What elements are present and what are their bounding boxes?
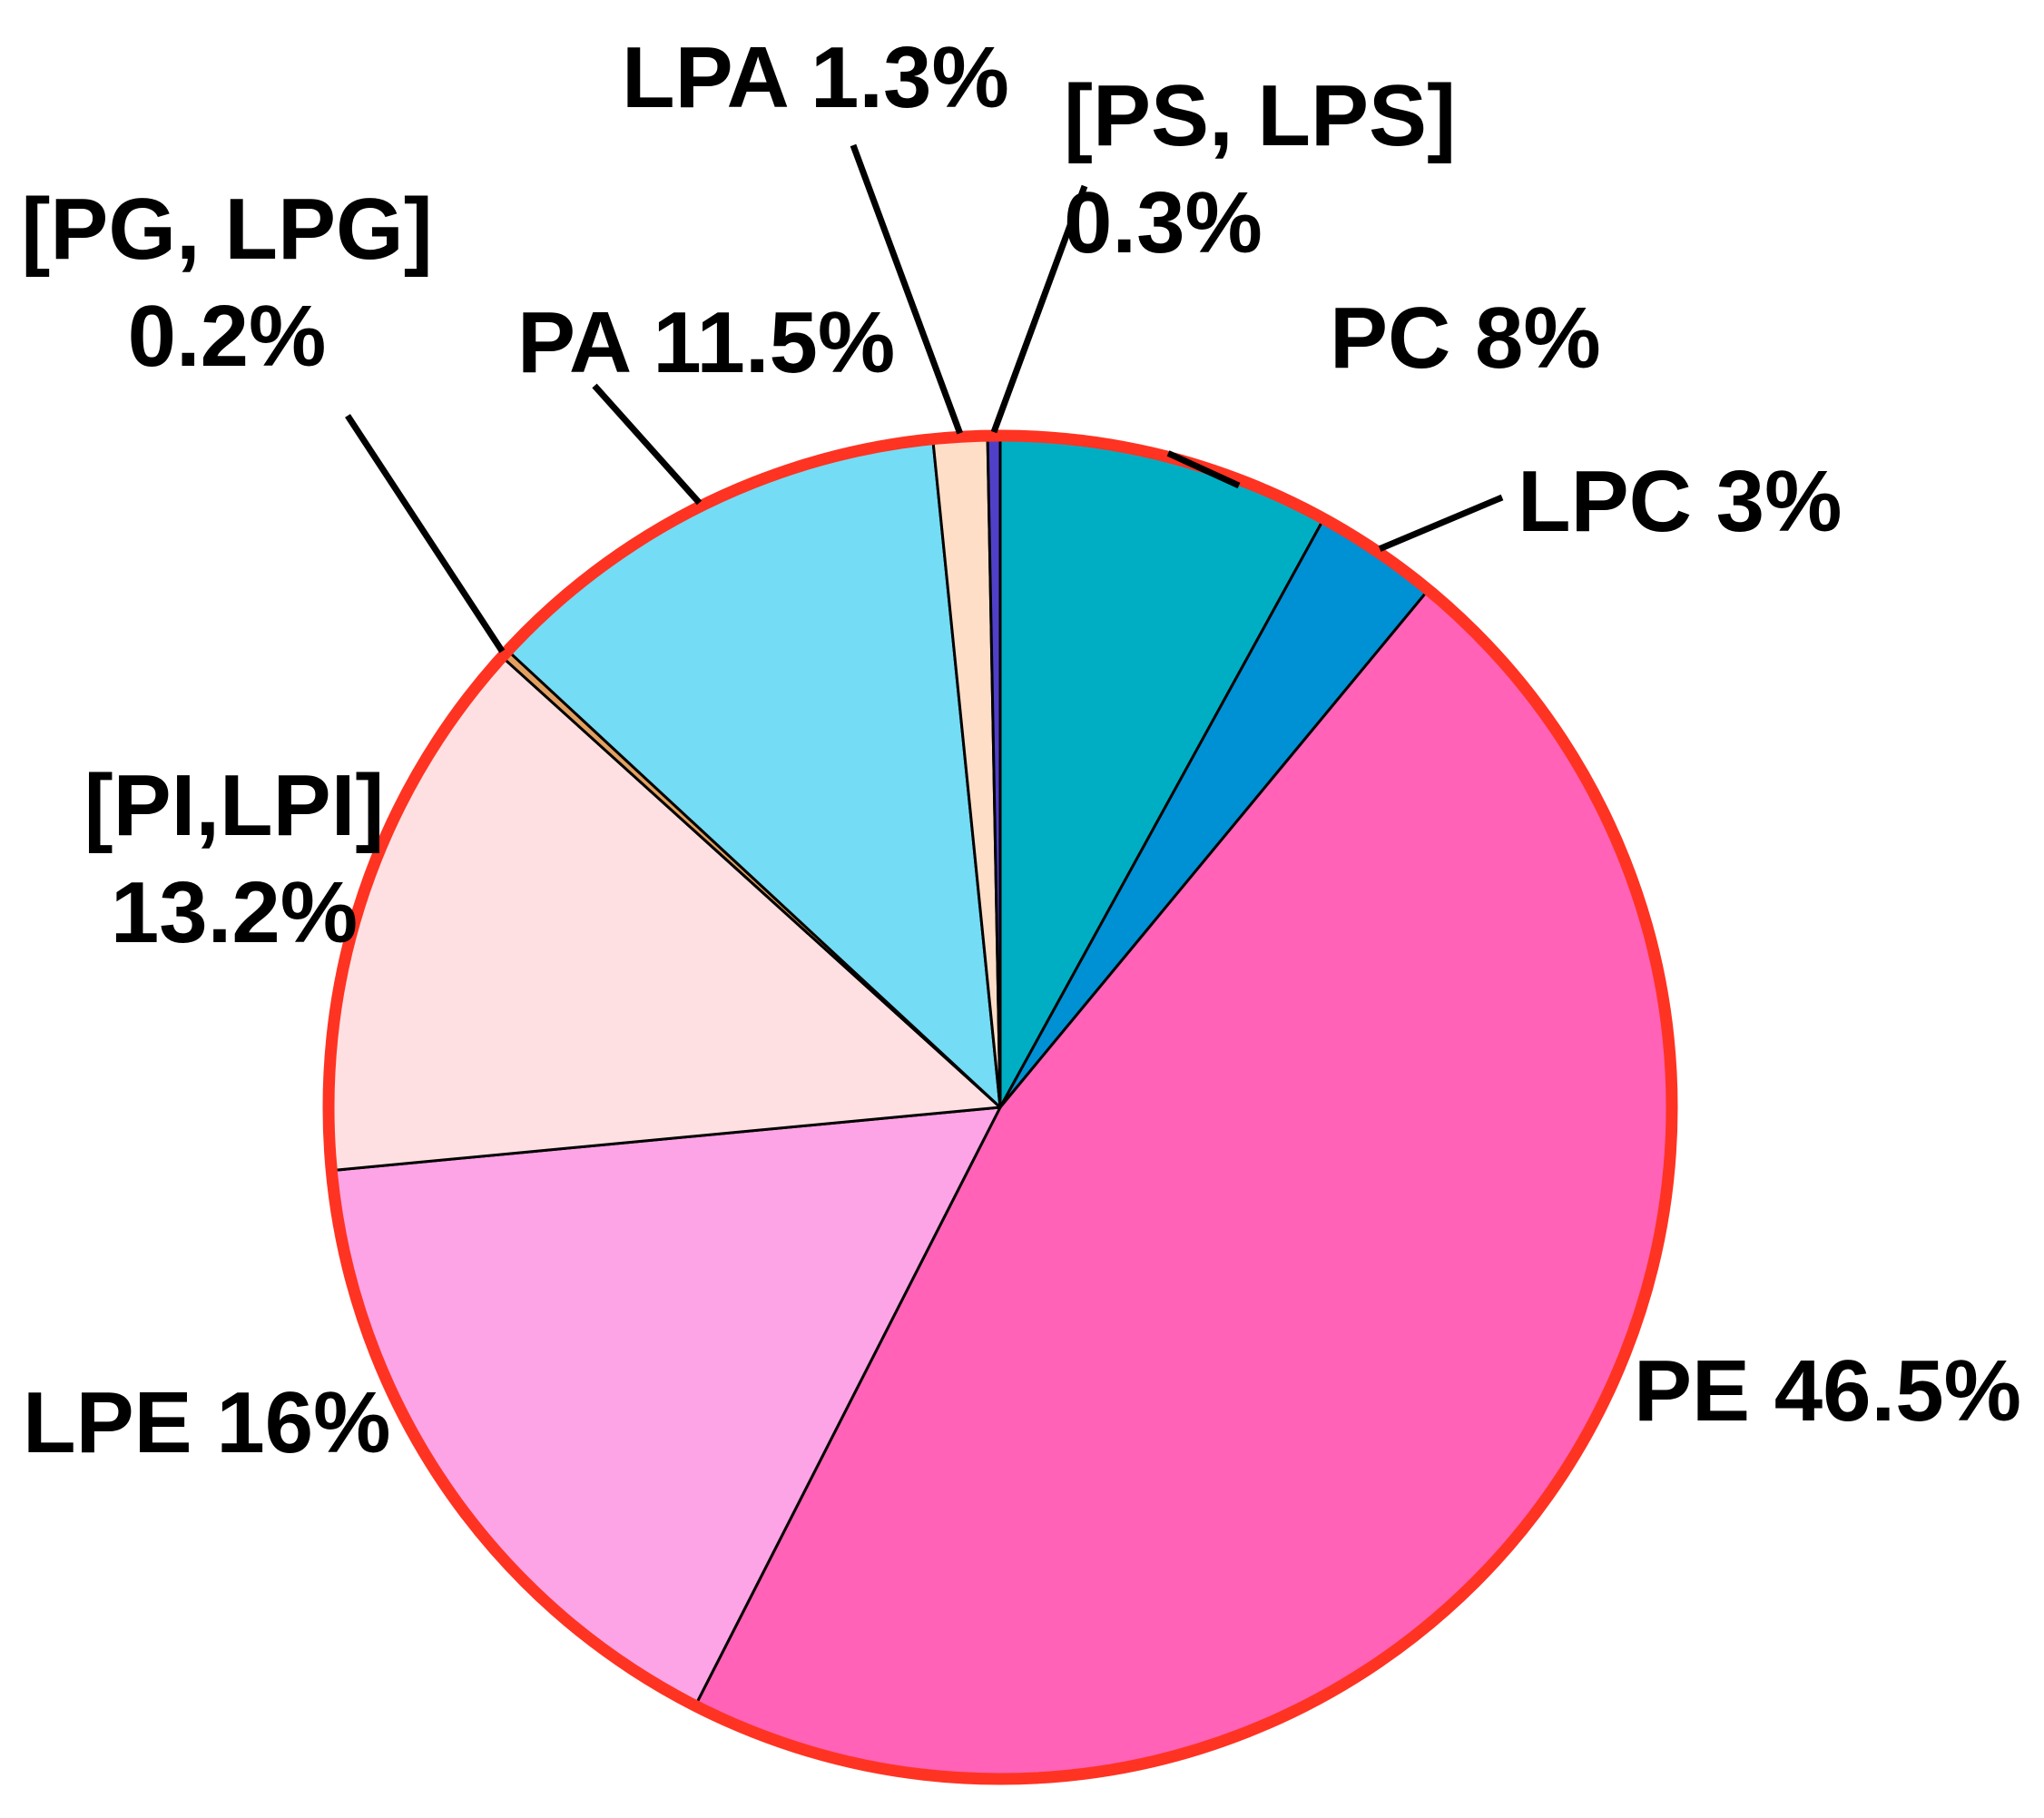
slice-label-2: PE 46.5% <box>1634 1342 2021 1440</box>
slice-label-line: 0.2% <box>128 288 327 385</box>
leader-line-7 <box>850 143 963 435</box>
slice-label-1: LPC 3% <box>1518 453 1842 550</box>
slice-label-8: [PS, LPS] 0.3% <box>1064 67 1456 271</box>
slice-label-line: LPA 1.3% <box>622 29 1009 126</box>
slice-label-6: PA 11.5% <box>517 294 895 391</box>
slice-label-line: [PI,LPI] <box>84 757 385 854</box>
leader-line-1 <box>1378 494 1504 552</box>
slice-label-line: 13.2% <box>111 864 358 961</box>
slice-labels: PC 8%LPC 3%PE 46.5%LPE 16%[PI,LPI] 13.2%[… <box>21 29 2021 1471</box>
slice-label-line: [PS, LPS] <box>1064 67 1456 164</box>
slice-label-line: [PG, LPG] <box>21 181 432 278</box>
slice-label-0: PC 8% <box>1330 290 1601 387</box>
slice-label-5: [PG, LPG] 0.2% <box>21 181 432 385</box>
leader-lines <box>345 143 1504 653</box>
slice-label-line: 0.3% <box>1064 174 1263 271</box>
leader-line-0 <box>1166 450 1241 489</box>
slice-label-7: LPA 1.3% <box>622 29 1009 126</box>
slice-label-line: LPC 3% <box>1518 453 1842 550</box>
pie-slices <box>327 434 1674 1781</box>
slice-label-line: LPE 16% <box>23 1374 391 1471</box>
slice-label-3: LPE 16% <box>23 1374 391 1471</box>
slice-label-4: [PI,LPI] 13.2% <box>84 757 385 961</box>
leader-line-8 <box>990 184 1088 434</box>
pie-rim <box>322 429 1678 1785</box>
slice-label-line: PE 46.5% <box>1634 1342 2021 1440</box>
leader-line-6 <box>592 383 703 506</box>
slice-label-line: PA 11.5% <box>517 294 895 391</box>
leader-line-5 <box>345 414 506 653</box>
slice-label-line: PC 8% <box>1330 290 1601 387</box>
